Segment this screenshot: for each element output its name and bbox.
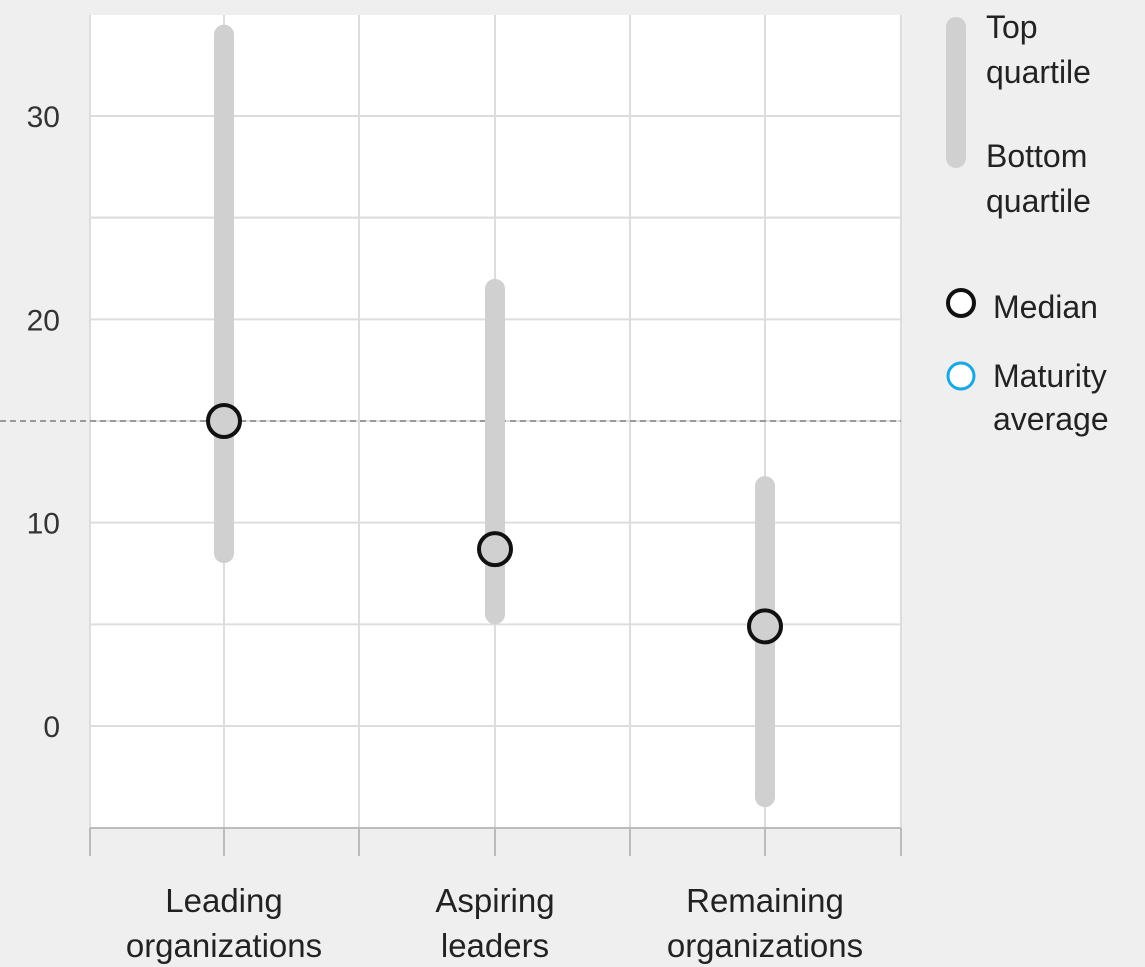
- legend-average-circle: [948, 363, 974, 389]
- category-label: organizations: [667, 927, 863, 964]
- y-tick-label: 10: [27, 508, 60, 541]
- y-axis-tick-labels: 0 10 20 30: [27, 101, 60, 744]
- legend-median-label: Median: [993, 289, 1098, 325]
- legend: Top quartile Bottom quartile Median Matu…: [948, 9, 1109, 437]
- legend-top-quartile-line-1: Top: [986, 9, 1038, 45]
- legend-bottom-quartile-line-1: Bottom: [986, 138, 1087, 174]
- legend-median-circle: [948, 290, 974, 316]
- category-label: Remaining: [686, 882, 844, 919]
- median-marker: [479, 533, 511, 565]
- median-marker: [749, 610, 781, 642]
- legend-top-quartile-line-2: quartile: [986, 54, 1091, 90]
- legend-average-line-1: Maturity: [993, 358, 1107, 394]
- category-labels: Leading organizations Aspiring leaders Remai…: [126, 882, 863, 964]
- x-axis-ticks: [90, 828, 901, 856]
- category-label: Aspiring: [435, 882, 554, 919]
- category-label: organizations: [126, 927, 322, 964]
- y-tick-label: 20: [27, 304, 60, 337]
- legend-average-line-2: average: [993, 401, 1109, 437]
- y-tick-label: 30: [27, 101, 60, 134]
- legend-bottom-quartile-line-2: quartile: [986, 183, 1091, 219]
- category-label: leaders: [441, 927, 549, 964]
- category-label: Leading: [165, 882, 282, 919]
- y-tick-label: 0: [43, 711, 60, 744]
- median-marker: [208, 405, 240, 437]
